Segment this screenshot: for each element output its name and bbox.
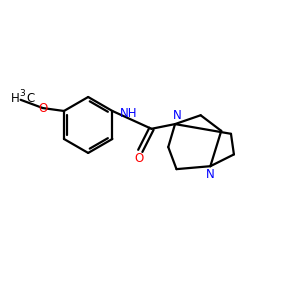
Text: 3: 3 bbox=[19, 89, 25, 98]
Text: NH: NH bbox=[120, 107, 138, 120]
Text: H: H bbox=[11, 92, 19, 105]
Text: N: N bbox=[206, 168, 215, 181]
Text: O: O bbox=[134, 152, 143, 165]
Text: C: C bbox=[26, 92, 34, 105]
Text: N: N bbox=[173, 109, 182, 122]
Text: O: O bbox=[38, 101, 47, 115]
